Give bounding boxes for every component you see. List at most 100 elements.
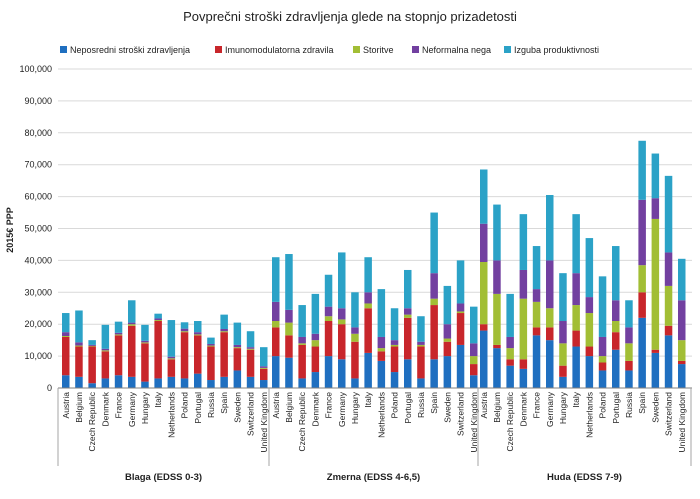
bar-segment-productivity-loss bbox=[351, 292, 359, 328]
bar-segment-services bbox=[664, 285, 673, 326]
bar-segment-productivity-loss bbox=[233, 322, 242, 345]
bar-segment-informal-care bbox=[559, 321, 567, 344]
bar-segment-direct-costs bbox=[651, 352, 660, 388]
legend-label-direct: Neposredni stroški zdravljenja bbox=[70, 45, 190, 55]
bar-segment-immunomodulatory-drugs bbox=[404, 317, 412, 360]
bar-segment-informal-care bbox=[311, 333, 320, 341]
bar-segment-direct-costs bbox=[233, 370, 242, 388]
bar-segment-services bbox=[62, 336, 70, 337]
bar-segment-services bbox=[377, 348, 386, 352]
x-tick-label: Italy bbox=[153, 391, 163, 407]
bar-segment-direct-costs bbox=[338, 359, 346, 388]
bar-segment-informal-care bbox=[285, 309, 293, 323]
bar-segment-services bbox=[443, 338, 452, 342]
bar-segment-immunomodulatory-drugs bbox=[101, 351, 110, 379]
bar-segment-productivity-loss bbox=[285, 254, 293, 310]
bar-segment-direct-costs bbox=[456, 344, 465, 388]
bar-segment-direct-costs bbox=[417, 378, 425, 388]
bar-segment-services bbox=[194, 334, 202, 336]
bar-segment-services bbox=[324, 316, 333, 322]
bar-segment-direct-costs bbox=[546, 340, 554, 388]
bar-segment-services bbox=[246, 348, 255, 350]
bar-segment-productivity-loss bbox=[298, 305, 306, 337]
bar-segment-direct-costs bbox=[480, 330, 488, 388]
bar-segment-immunomodulatory-drugs bbox=[480, 324, 488, 331]
bar-segment-direct-costs bbox=[625, 370, 633, 388]
bar-segment-services bbox=[220, 331, 228, 333]
bar-segment-immunomodulatory-drugs bbox=[338, 324, 346, 360]
x-tick-label: Netherlands bbox=[376, 392, 386, 438]
bar-segment-direct-costs bbox=[470, 375, 478, 388]
x-tick-label: Sweden bbox=[232, 392, 242, 423]
x-tick-label: Spain bbox=[219, 392, 229, 414]
bar-segment-productivity-loss bbox=[493, 204, 501, 261]
bar-segment-informal-care bbox=[220, 328, 228, 332]
x-tick-label: Germany bbox=[545, 391, 555, 427]
x-tick-label: Portugal bbox=[611, 392, 621, 424]
x-tick-label: Austria bbox=[479, 392, 489, 419]
x-tick-label: Poland bbox=[598, 392, 608, 419]
bar-segment-services bbox=[559, 343, 567, 366]
bar-segment-productivity-loss bbox=[404, 269, 412, 309]
x-tick-label: Hungary bbox=[140, 391, 150, 424]
y-tick-label: 60,000 bbox=[24, 192, 52, 202]
bar-segment-services bbox=[260, 367, 268, 369]
bar-segment-productivity-loss bbox=[114, 321, 123, 333]
bar-segment-immunomodulatory-drugs bbox=[114, 335, 123, 376]
bar-segment-informal-care bbox=[233, 344, 242, 348]
x-tick-label: Switzerland bbox=[456, 392, 466, 436]
bar-segment-services bbox=[167, 358, 176, 360]
x-tick-label: Portugal bbox=[403, 392, 413, 424]
bar-segment-productivity-loss bbox=[532, 246, 541, 290]
bar-segment-direct-costs bbox=[298, 378, 306, 388]
bar-segment-productivity-loss bbox=[324, 274, 333, 307]
group-label: Zmerna (EDSS 4-6,5) bbox=[327, 472, 420, 483]
bar-segment-immunomodulatory-drugs bbox=[62, 336, 70, 376]
bar-segment-informal-care bbox=[101, 348, 110, 351]
group-label: Huda (EDSS 7-9) bbox=[547, 472, 622, 483]
bar-segment-services bbox=[311, 340, 320, 347]
bar-segment-productivity-loss bbox=[430, 212, 438, 274]
bar-segment-services bbox=[141, 342, 149, 344]
bar-segment-productivity-loss bbox=[664, 175, 673, 253]
bar-segment-immunomodulatory-drugs bbox=[456, 313, 465, 345]
bar-segment-productivity-loss bbox=[612, 246, 620, 301]
bar-segment-productivity-loss bbox=[390, 308, 399, 341]
bar-segment-informal-care bbox=[638, 199, 646, 266]
bar-segment-informal-care bbox=[324, 306, 333, 317]
x-axis-labels: Austria Belgium Czech Republic Denmark Franc… bbox=[61, 391, 687, 483]
bar-segment-immunomodulatory-drugs bbox=[598, 362, 607, 371]
bar-segment-immunomodulatory-drugs bbox=[559, 365, 567, 377]
x-tick-label: Denmark bbox=[100, 391, 110, 426]
bar-segment-immunomodulatory-drugs bbox=[572, 330, 580, 347]
bar-segment-immunomodulatory-drugs bbox=[233, 348, 242, 371]
bar-segment-productivity-loss bbox=[572, 214, 580, 274]
bar-segment-informal-care bbox=[532, 289, 541, 302]
bar-segment-direct-costs bbox=[598, 370, 607, 388]
bar-segment-informal-care bbox=[114, 332, 123, 335]
bar-segment-informal-care bbox=[546, 260, 554, 309]
bar-segment-productivity-loss bbox=[443, 285, 452, 325]
group-label: Blaga (EDSS 0-3) bbox=[125, 472, 202, 483]
bar-segment-services bbox=[75, 345, 83, 347]
bar-segment-direct-costs bbox=[377, 360, 386, 388]
bar-segment-immunomodulatory-drugs bbox=[625, 360, 633, 371]
bar-segment-direct-costs bbox=[351, 378, 359, 388]
bar-segment-productivity-loss bbox=[246, 331, 255, 348]
bar-segment-services bbox=[128, 324, 136, 326]
x-tick-label: Germany bbox=[127, 391, 137, 427]
bar-segment-services bbox=[625, 343, 633, 361]
bar-segment-productivity-loss bbox=[88, 340, 96, 345]
bar-segment-informal-care bbox=[167, 356, 176, 359]
bar-segment-immunomodulatory-drugs bbox=[180, 332, 189, 379]
x-tick-label: United Kingdom bbox=[259, 392, 269, 452]
x-tick-label: United Kingdom bbox=[677, 392, 687, 452]
bar-segment-informal-care bbox=[377, 336, 386, 349]
bar-segment-services bbox=[285, 322, 293, 336]
bar-segment-productivity-loss bbox=[272, 257, 280, 302]
bar-segment-immunomodulatory-drugs bbox=[220, 332, 228, 377]
bar-segment-services bbox=[493, 293, 501, 345]
chart-title: Povprečni stroški zdravljenja glede na s… bbox=[183, 9, 517, 24]
legend-swatch-direct bbox=[60, 46, 67, 53]
